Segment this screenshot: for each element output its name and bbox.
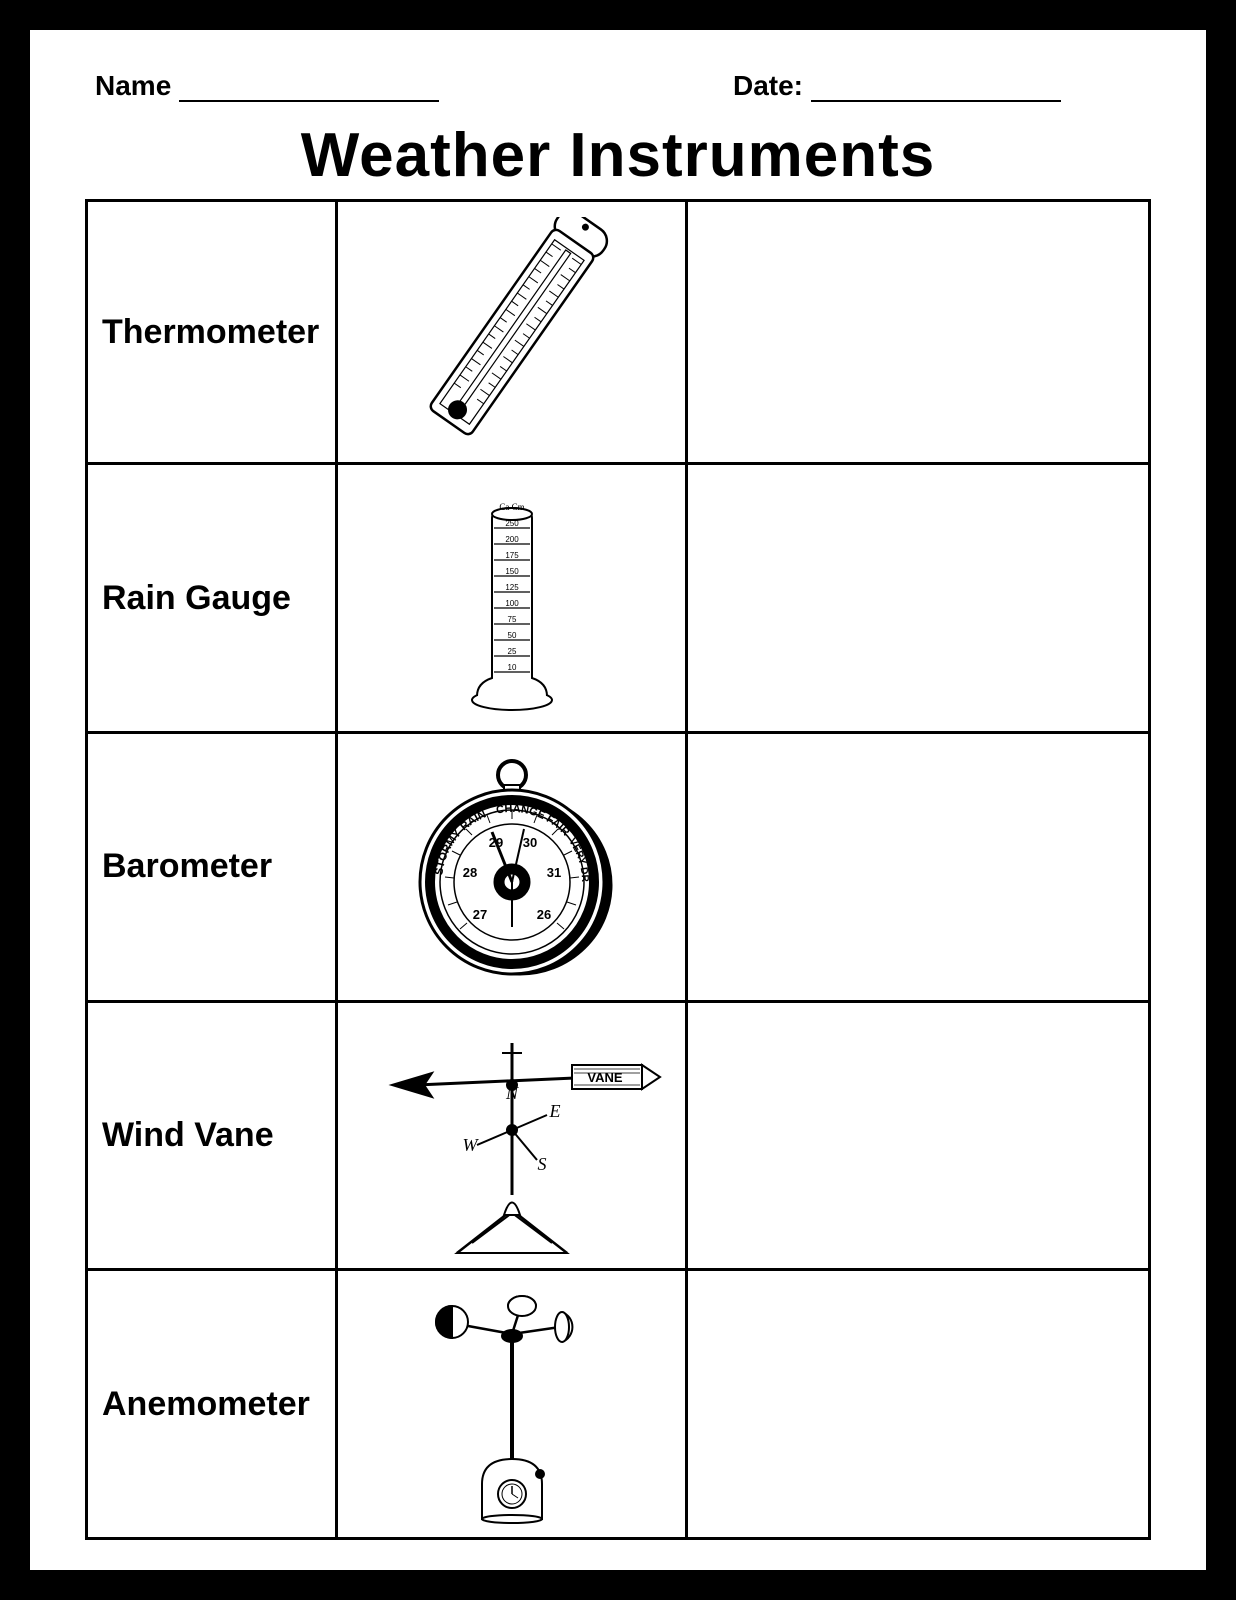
name-blank[interactable] — [179, 76, 439, 102]
svg-text:Ca Cm: Ca Cm — [499, 502, 524, 512]
svg-text:10: 10 — [507, 663, 516, 672]
table-row: Wind Vane — [87, 1001, 1150, 1270]
instrument-label: Wind Vane — [87, 1001, 337, 1270]
answer-cell[interactable] — [687, 464, 1150, 733]
instrument-label: Barometer — [87, 733, 337, 1002]
svg-text:W: W — [462, 1135, 479, 1155]
instrument-image-cell: STORMY RAIN CHANGE FAIR VERY DRY — [337, 733, 687, 1002]
barometer-icon: STORMY RAIN CHANGE FAIR VERY DRY — [392, 747, 632, 987]
svg-text:30: 30 — [522, 835, 536, 850]
answer-cell[interactable] — [687, 201, 1150, 464]
header-line: Name Date: — [85, 70, 1151, 102]
svg-text:VANE: VANE — [587, 1070, 622, 1085]
table-row: Barometer — [87, 733, 1150, 1002]
table-row: Rain Gauge Ca Cm 250 200 — [87, 464, 1150, 733]
svg-text:200: 200 — [505, 535, 519, 544]
answer-cell[interactable] — [687, 1001, 1150, 1270]
thermometer-icon — [362, 217, 662, 447]
svg-text:250: 250 — [505, 519, 519, 528]
rain-gauge-icon: Ca Cm 250 200 175 150 125 100 75 50 25 — [442, 478, 582, 718]
svg-text:26: 26 — [536, 907, 550, 922]
name-field: Name — [95, 70, 439, 102]
instrument-label: Thermometer — [87, 201, 337, 464]
svg-text:75: 75 — [507, 615, 516, 624]
anemometer-icon — [402, 1284, 622, 1524]
svg-text:28: 28 — [462, 865, 476, 880]
date-label: Date: — [733, 70, 803, 102]
name-label: Name — [95, 70, 171, 102]
date-field: Date: — [733, 70, 1061, 102]
svg-text:27: 27 — [472, 907, 486, 922]
wind-vane-icon: N E S W — [362, 1015, 662, 1255]
svg-text:150: 150 — [505, 567, 519, 576]
svg-text:E: E — [548, 1101, 560, 1121]
instrument-image-cell — [337, 1270, 687, 1539]
instrument-image-cell: N E S W — [337, 1001, 687, 1270]
page-title: Weather Instruments — [85, 120, 1151, 191]
svg-text:125: 125 — [505, 583, 519, 592]
worksheet-page: Name Date: Weather Instruments Thermomet… — [0, 0, 1236, 1600]
instruments-table: Thermometer — [85, 199, 1151, 1540]
instrument-image-cell — [337, 201, 687, 464]
instrument-label: Anemometer — [87, 1270, 337, 1539]
date-blank[interactable] — [811, 76, 1061, 102]
svg-text:100: 100 — [505, 599, 519, 608]
answer-cell[interactable] — [687, 1270, 1150, 1539]
svg-text:25: 25 — [507, 647, 516, 656]
instrument-label: Rain Gauge — [87, 464, 337, 733]
answer-cell[interactable] — [687, 733, 1150, 1002]
svg-text:50: 50 — [507, 631, 516, 640]
svg-text:31: 31 — [546, 865, 560, 880]
svg-text:175: 175 — [505, 551, 519, 560]
svg-text:N: N — [504, 1083, 518, 1103]
svg-text:S: S — [537, 1154, 546, 1174]
table-row: Thermometer — [87, 201, 1150, 464]
table-row: Anemometer — [87, 1270, 1150, 1539]
instrument-image-cell: Ca Cm 250 200 175 150 125 100 75 50 25 — [337, 464, 687, 733]
